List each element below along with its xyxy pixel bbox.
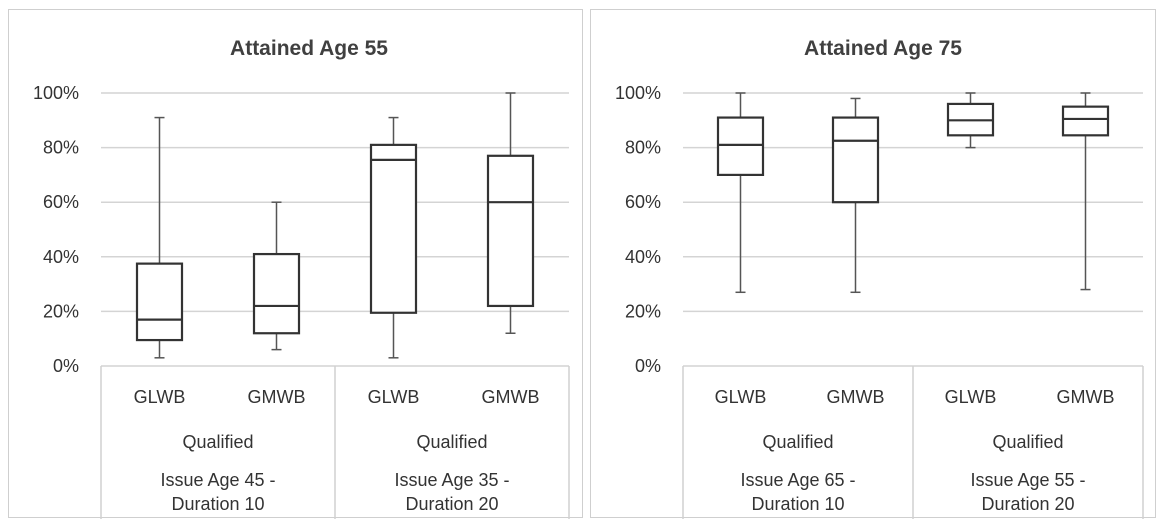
y-tick-label: 20% [43, 301, 79, 321]
y-tick-label: 20% [625, 301, 661, 321]
y-tick-label: 80% [625, 138, 661, 158]
chart-panel-attained-age-55: Attained Age 55 0% 20% 40% 60% 80% 100% GLWB GMW… [8, 9, 583, 519]
group-label-line1: Issue Age 65 - [740, 470, 855, 490]
group-label-line1: Issue Age 35 - [394, 470, 509, 490]
y-tick-label: 80% [43, 138, 79, 158]
iqr-box [135, 262, 184, 342]
y-tick-label: 40% [43, 247, 79, 267]
chart-title: Attained Age 75 [804, 37, 962, 60]
category-label: GMWB [827, 387, 885, 407]
group-label-line1: Issue Age 45 - [160, 470, 275, 490]
iqr-box [1061, 105, 1110, 137]
group-label-line2: Duration 10 [751, 494, 844, 514]
category-label: GMWB [248, 387, 306, 407]
box-plot-chart: Attained Age 75 0% 20% 40% 60% 80% 100% GLWB GMW… [615, 37, 1144, 519]
group-label-line1: Issue Age 55 - [970, 470, 1085, 490]
category-label: GMWB [482, 387, 540, 407]
box-plot-chart: Attained Age 55 0% 20% 40% 60% 80% 100% GLWB GMW… [33, 37, 570, 519]
iqr-box [831, 116, 880, 204]
group-label-line2: Duration 20 [405, 494, 498, 514]
y-tick-label: 100% [615, 83, 661, 103]
y-tick-label: 0% [53, 356, 79, 376]
chart-panel-attained-age-75: Attained Age 75 0% 20% 40% 60% 80% 100% GLWB GMW… [590, 9, 1156, 519]
iqr-box [716, 116, 765, 177]
y-tick-label: 40% [625, 247, 661, 267]
category-label: GLWB [945, 387, 997, 407]
iqr-box [486, 154, 535, 308]
category-label: GLWB [368, 387, 420, 407]
subgroup-label: Qualified [992, 432, 1063, 452]
iqr-box [369, 143, 418, 314]
subgroup-label: Qualified [762, 432, 833, 452]
y-tick-label: 100% [33, 83, 79, 103]
category-label: GLWB [715, 387, 767, 407]
category-label: GLWB [134, 387, 186, 407]
subgroup-label: Qualified [182, 432, 253, 452]
chart-title: Attained Age 55 [230, 37, 388, 60]
y-tick-label: 0% [635, 356, 661, 376]
group-label-line2: Duration 20 [981, 494, 1074, 514]
y-tick-label: 60% [625, 192, 661, 212]
category-label: GMWB [1057, 387, 1115, 407]
iqr-box [252, 252, 301, 335]
subgroup-label: Qualified [416, 432, 487, 452]
y-tick-label: 60% [43, 192, 79, 212]
group-label-line2: Duration 10 [171, 494, 264, 514]
